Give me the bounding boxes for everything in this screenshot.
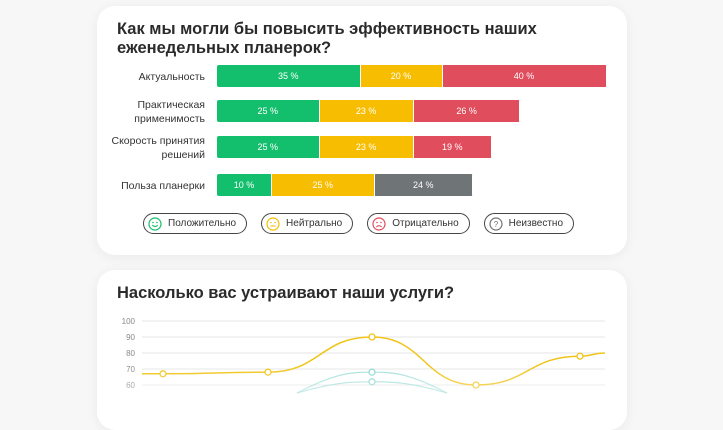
stacked-bar: 35 % 20 % 40 % — [217, 65, 607, 87]
data-point — [368, 333, 376, 341]
bar-segment-neu[interactable]: 23 % — [319, 100, 414, 122]
legend-label: Положительно — [168, 218, 237, 229]
bar-segment-neu[interactable]: 20 % — [360, 65, 443, 87]
row-label: Скорость принятия решений — [111, 135, 206, 161]
legend-item-neg[interactable]: Отрицательно — [367, 213, 470, 234]
bar-segment-pos[interactable]: 10 % — [217, 174, 272, 196]
sad-face-icon — [372, 216, 386, 231]
line-chart: 10090807060 — [97, 317, 627, 400]
legend-item-unk[interactable]: ? Неизвестно — [483, 213, 575, 234]
legend-item-neu[interactable]: Нейтрально — [261, 213, 354, 234]
neutral-face-icon — [266, 216, 280, 231]
legend-label: Неизвестно — [508, 218, 564, 229]
y-tick-label: 90 — [126, 333, 135, 342]
row-label: Актуальность — [138, 71, 205, 83]
bar-segment-pos[interactable]: 35 % — [217, 65, 361, 87]
bar-segment-neg[interactable]: 26 % — [413, 100, 521, 122]
bar-segment-neu[interactable]: 25 % — [272, 174, 375, 196]
bar-row: Польза планерки 10 % 25 % 24 % — [97, 174, 627, 198]
data-point — [576, 352, 584, 360]
bar-segment-neu[interactable]: 23 % — [319, 136, 414, 158]
legend-item-pos[interactable]: Положительно — [143, 213, 248, 234]
y-tick-label: 100 — [122, 317, 136, 326]
bar-row: Практическая применимость 25 % 23 % 26 % — [97, 99, 627, 125]
chart-title: Насколько вас устраивают наши услуги? — [117, 284, 455, 302]
row-label: Польза планерки — [121, 180, 205, 192]
fade-overlay — [97, 365, 627, 400]
bar-row: Скорость принятия решений 25 % 23 % 19 % — [97, 135, 627, 161]
bar-segment-neg[interactable]: 40 % — [442, 65, 607, 87]
line-chart-card: Насколько вас устраивают наши услуги? 10… — [97, 270, 627, 430]
bar-chart-card: Как мы могли бы повысить эффективность н… — [97, 6, 627, 255]
svg-text:?: ? — [493, 220, 498, 229]
bar-row: Актуальность 35 % 20 % 40 % — [97, 65, 627, 89]
bar-segment-pos[interactable]: 25 % — [217, 136, 320, 158]
legend-label: Отрицательно — [392, 218, 459, 229]
chart-title: Как мы могли бы повысить эффективность н… — [117, 20, 537, 57]
question-icon: ? — [489, 216, 503, 231]
stacked-bar: 25 % 23 % 26 % — [217, 100, 521, 122]
bar-segment-pos[interactable]: 25 % — [217, 100, 320, 122]
stacked-bar: 10 % 25 % 24 % — [217, 174, 473, 196]
smile-icon — [148, 216, 162, 231]
stacked-bar: 25 % 23 % 19 % — [217, 136, 492, 158]
legend-label: Нейтрально — [286, 218, 343, 229]
bar-segment-neg[interactable]: 19 % — [413, 136, 492, 158]
legend: Положительно Нейтрально Отрицательно? Неизв… — [143, 213, 575, 234]
y-tick-label: 80 — [126, 349, 135, 358]
bar-segment-unk[interactable]: 24 % — [374, 174, 473, 196]
row-label: Практическая применимость — [134, 99, 205, 125]
